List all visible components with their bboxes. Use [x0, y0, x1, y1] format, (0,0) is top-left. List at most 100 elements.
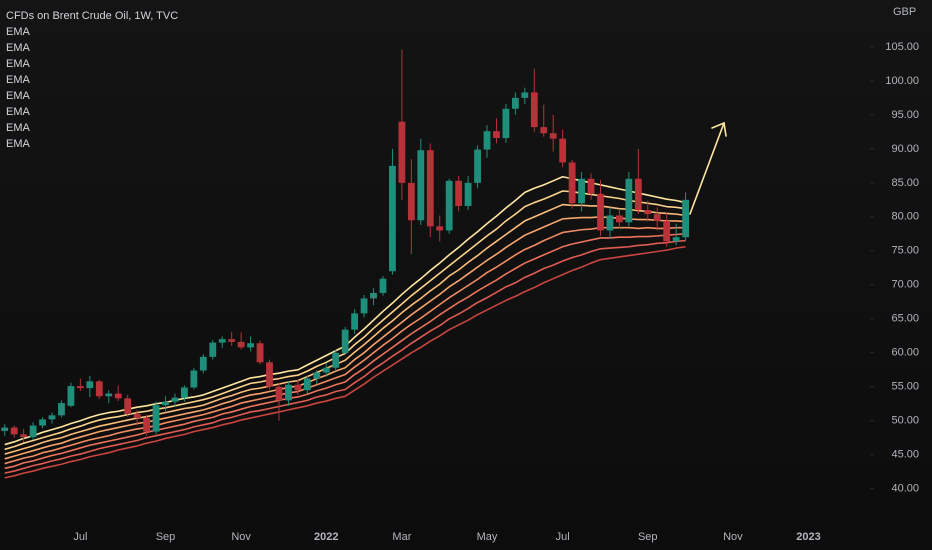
candle-body — [332, 352, 340, 368]
candle-body — [625, 178, 633, 223]
candle-body — [152, 405, 160, 432]
candle-body — [578, 178, 585, 204]
candle-body — [10, 427, 18, 435]
x-tick-label: 2023 — [796, 531, 820, 543]
legend-entry: EMA — [6, 90, 31, 102]
candle-body — [511, 97, 519, 109]
y-tick-label: 50.00 — [891, 415, 919, 427]
candle-body — [455, 180, 463, 206]
legend-entry: EMA — [6, 74, 31, 86]
y-tick-label: 90.00 — [891, 143, 919, 155]
candle-body — [682, 199, 690, 238]
candle-body — [568, 162, 576, 204]
ema-line — [4, 216, 686, 460]
candle-body — [124, 398, 132, 414]
candle-body — [162, 401, 169, 406]
candle-body — [445, 180, 453, 231]
y-tick-label: 75.00 — [891, 245, 919, 257]
candle-body — [294, 384, 302, 391]
x-tick-label: Mar — [392, 531, 411, 543]
candle-body — [303, 378, 311, 391]
ema-line — [4, 226, 686, 465]
candle-body — [634, 178, 642, 211]
candle-body — [39, 419, 46, 426]
candle-body — [559, 138, 567, 163]
y-tick-label: 55.00 — [891, 381, 919, 393]
candle-body — [398, 121, 406, 183]
currency-label: GBP — [893, 6, 916, 18]
y-tick-label: 45.00 — [891, 449, 919, 461]
candle-body — [606, 215, 614, 231]
legend-entry: EMA — [6, 58, 31, 70]
legend-entry: EMA — [6, 122, 31, 134]
candle-body — [228, 339, 236, 342]
candle-body — [133, 413, 141, 419]
chart-title: CFDs on Brent Crude Oil, 1W, TVC — [6, 10, 178, 22]
y-tick-label: 60.00 — [891, 347, 919, 359]
y-tick-label: 80.00 — [891, 211, 919, 223]
candle-body — [341, 329, 349, 353]
y-tick-label: 100.00 — [885, 75, 919, 87]
axes: 40.00 45.00 50.00 55.00 60.00 65.00 70.00 75.00… — [73, 41, 919, 543]
y-tick-label: 95.00 — [891, 109, 919, 121]
candle-body — [266, 362, 273, 387]
candle-body — [360, 298, 368, 314]
candle-body — [615, 215, 623, 223]
candle-body — [370, 292, 377, 299]
forecast-arrow — [689, 121, 727, 215]
candle-body — [199, 356, 207, 371]
candle-body — [218, 339, 226, 343]
x-tick-label: Jul — [73, 531, 87, 543]
x-tick-label: Sep — [638, 531, 658, 543]
candle-body — [389, 165, 396, 272]
candle-body — [464, 182, 472, 206]
legend-entry: EMA — [6, 106, 31, 118]
candle-body — [587, 178, 595, 194]
x-tick-label: Nov — [723, 531, 743, 543]
candle-body — [379, 278, 387, 293]
candle-body — [247, 343, 255, 348]
candle-body — [322, 367, 330, 373]
candle-body — [86, 381, 94, 389]
candle-body — [540, 127, 548, 134]
y-tick-label: 65.00 — [891, 313, 919, 325]
y-tick-label: 85.00 — [891, 177, 919, 189]
candle-body — [67, 386, 75, 406]
legend-entry: EMA — [6, 138, 31, 150]
x-tick-label: May — [477, 531, 498, 543]
legend-entry: EMA — [6, 26, 31, 38]
candle-body — [483, 131, 491, 150]
candle-body — [20, 434, 28, 438]
candle-body — [171, 397, 179, 402]
x-tick-label: Jul — [556, 531, 570, 543]
candle-body — [351, 313, 359, 330]
candle-body — [313, 372, 321, 379]
ema-line — [4, 239, 686, 474]
candle-body — [209, 342, 217, 357]
x-tick-label: 2022 — [314, 531, 338, 543]
candle-body — [597, 193, 604, 231]
candle-body — [436, 226, 444, 231]
candle-body — [530, 92, 538, 128]
ema-line — [4, 245, 686, 479]
y-tick-label: 70.00 — [891, 279, 919, 291]
candle-body — [256, 343, 264, 363]
candle-body — [493, 131, 500, 138]
candle-body — [275, 386, 283, 401]
y-tick-label: 105.00 — [885, 41, 919, 53]
candle-body — [48, 415, 56, 420]
candle-body — [407, 182, 415, 221]
candle-body — [58, 403, 65, 416]
y-tick-label: 40.00 — [891, 483, 919, 495]
legend: EMA EMA EMA EMA EMA EMA EMA EMA — [6, 26, 31, 150]
candle-body — [672, 237, 680, 242]
candle-body — [502, 108, 510, 138]
candle-body — [237, 341, 245, 348]
candle-body — [549, 133, 557, 139]
candle-body — [190, 370, 198, 388]
candle-body — [76, 386, 84, 389]
candle-body — [417, 150, 425, 221]
candle-body — [474, 149, 481, 183]
candle-body — [29, 425, 37, 438]
